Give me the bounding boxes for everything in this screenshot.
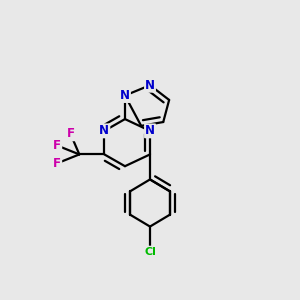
Text: Cl: Cl	[144, 247, 156, 256]
Text: F: F	[53, 157, 61, 170]
Text: F: F	[67, 127, 74, 140]
Text: N: N	[99, 124, 110, 137]
Text: N: N	[145, 79, 155, 92]
Text: F: F	[53, 139, 61, 152]
Text: N: N	[145, 124, 155, 137]
Text: N: N	[120, 89, 130, 102]
